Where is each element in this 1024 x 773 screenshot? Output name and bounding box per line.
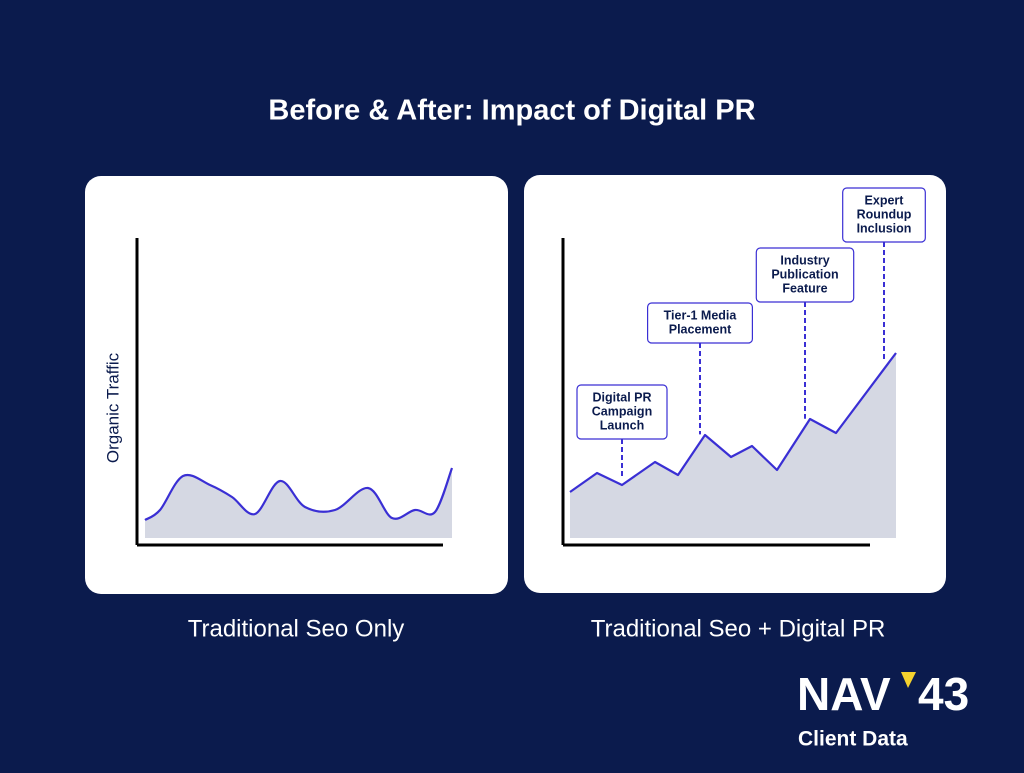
caption: Traditional Seo + Digital PR <box>591 615 886 642</box>
area <box>570 353 896 538</box>
line <box>569 352 897 493</box>
annotation-text: Placement <box>669 322 732 336</box>
annotation-text: Publication <box>771 267 838 281</box>
annotation-text: Launch <box>600 418 644 432</box>
annotation-text: Tier-1 Media <box>664 308 738 322</box>
annotation-text: Industry <box>780 253 829 267</box>
logo-number: 43 <box>918 668 969 720</box>
caption: Traditional Seo Only <box>188 615 405 642</box>
line <box>144 467 454 521</box>
annotation-text: Inclusion <box>857 221 912 235</box>
logo-subtitle: Client Data <box>798 728 908 751</box>
title: Before & After: Impact of Digital PR <box>268 95 755 127</box>
annotation-text: Roundup <box>857 207 912 221</box>
annotation-text: Campaign <box>592 404 652 418</box>
area <box>145 468 452 538</box>
logo-brand: NAV <box>797 668 891 720</box>
annotation-text: Digital PR <box>592 390 651 404</box>
annotation-text: Expert <box>865 193 905 207</box>
logo-mark <box>901 672 916 688</box>
y-axis-label: Organic Traffic <box>103 352 122 463</box>
annotation-text: Feature <box>782 281 827 295</box>
